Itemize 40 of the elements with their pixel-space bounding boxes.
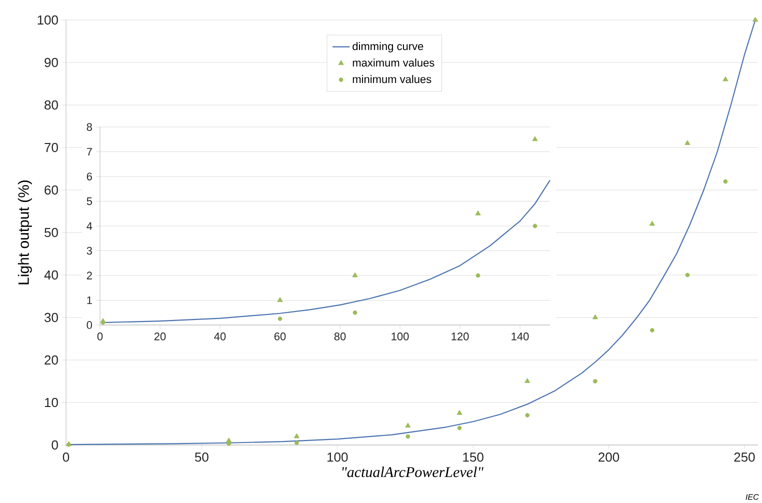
x-axis-title: "actualArcPowerLevel" xyxy=(342,466,484,478)
legend-label: maximum values xyxy=(352,58,434,67)
x-tick-label: 140 xyxy=(512,332,529,340)
x-tick-label: 250 xyxy=(734,452,755,462)
x-tick-label: 0 xyxy=(97,332,103,340)
x-tick-label: 150 xyxy=(463,452,484,462)
y-tick-label: 100 xyxy=(38,15,58,25)
y-tick-label: 7 xyxy=(86,148,92,156)
y-axis-title: Light output (%) xyxy=(18,180,32,284)
y-tick-label: 2 xyxy=(86,272,92,280)
y-tick-label: 70 xyxy=(44,142,58,152)
y-tick-label: 4 xyxy=(86,222,92,230)
x-tick-label: 20 xyxy=(154,332,166,340)
text: IEC xyxy=(746,494,759,500)
x-tick-label: 200 xyxy=(598,452,620,462)
x-tick-label: 50 xyxy=(194,452,208,462)
legend-label: dimming curve xyxy=(352,42,424,52)
y-tick-label: 6 xyxy=(86,172,92,180)
y-tick-label: 0 xyxy=(86,321,92,329)
y-tick-label: 50 xyxy=(44,228,58,238)
x-tick-label: 60 xyxy=(274,332,286,340)
y-tick-label: 5 xyxy=(86,197,92,206)
y-tick-label: 0 xyxy=(52,440,58,450)
y-tick-label: 90 xyxy=(44,58,58,68)
y-tick-label: 1 xyxy=(87,296,92,304)
y-tick-label: 80 xyxy=(44,100,58,110)
x-tick-label: 120 xyxy=(452,332,469,340)
y-tick-label: 8 xyxy=(86,123,92,131)
legend-label: minimum values xyxy=(352,75,432,84)
y-tick-label: 3 xyxy=(86,246,92,255)
y-tick-label: 10 xyxy=(44,398,58,408)
x-tick-label: 40 xyxy=(214,332,226,340)
x-tick-label: 100 xyxy=(392,332,409,340)
y-tick-label: 30 xyxy=(44,312,58,322)
y-tick-label: 40 xyxy=(44,270,58,280)
x-tick-label: 80 xyxy=(334,332,346,340)
x-tick-label: 0 xyxy=(62,452,70,462)
y-tick-label: 60 xyxy=(44,185,58,195)
x-tick-label: 100 xyxy=(328,452,348,462)
y-tick-label: 20 xyxy=(44,355,58,365)
